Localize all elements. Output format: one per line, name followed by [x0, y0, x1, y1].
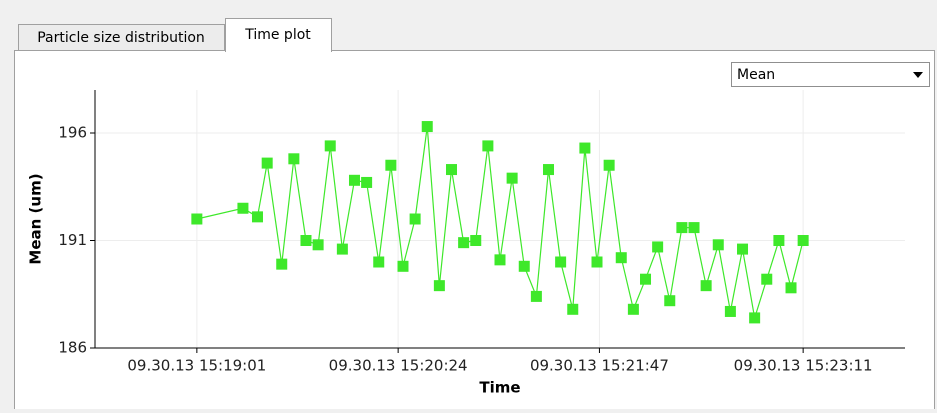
- data-point: [700, 280, 712, 292]
- plot: 186 191 196 09.30.13 15:19:01 09.30.13 15:20…: [27, 90, 905, 397]
- data-point: [603, 159, 615, 171]
- data-point: [773, 235, 785, 246]
- data-point: [676, 222, 688, 234]
- data-point: [445, 164, 457, 176]
- data-point: [237, 202, 249, 214]
- x-axis-label: Time: [479, 379, 520, 397]
- data-point: [640, 273, 652, 285]
- data-point: [385, 159, 397, 171]
- data-point: [261, 157, 273, 169]
- y-axis-label: Mean (um): [27, 173, 45, 264]
- dropdown[interactable]: [731, 62, 930, 87]
- data-point: [433, 280, 445, 292]
- x-tick-label: 09.30.13 15:20:24: [329, 357, 468, 375]
- data-line: [196, 126, 804, 319]
- dropdown-value[interactable]: Mean: [737, 67, 775, 83]
- data-point: [652, 241, 664, 253]
- data-point: [324, 140, 336, 152]
- data-point: [724, 305, 736, 317]
- data-point: [373, 256, 385, 268]
- data-point: [530, 290, 542, 302]
- data-point: [276, 258, 288, 270]
- tab[interactable]: [18, 24, 225, 51]
- data-point: [664, 295, 676, 307]
- data-point: [191, 213, 203, 225]
- y-tick-label: 186: [58, 339, 87, 357]
- data-point: [615, 252, 627, 264]
- x-tick-label: 09.30.13 15:19:01: [127, 357, 266, 375]
- y-tick-label: 196: [58, 124, 87, 142]
- data-point: [785, 282, 797, 294]
- data-point: [518, 260, 530, 272]
- data-point: [555, 256, 567, 268]
- tab-label[interactable]: Particle size distribution: [37, 30, 205, 46]
- data-point: [506, 172, 518, 184]
- data-point: [312, 239, 324, 251]
- data-point: [458, 237, 470, 249]
- data-point: [737, 243, 749, 255]
- data-point: [567, 303, 579, 315]
- data-point: [797, 235, 809, 246]
- data-point: [336, 243, 348, 255]
- tab-panel: [14, 50, 935, 411]
- data-point: [749, 312, 761, 324]
- data-point: [470, 235, 482, 246]
- data-point: [688, 222, 700, 234]
- data-point: [421, 121, 433, 133]
- data-point: [712, 239, 724, 251]
- dropdown-arrow[interactable]: [913, 72, 923, 78]
- data-point: [627, 303, 639, 315]
- tab-active[interactable]: [225, 18, 332, 52]
- x-tick-label: 09.30.13 15:21:47: [530, 357, 669, 375]
- data-point: [251, 211, 263, 223]
- data-point: [591, 256, 603, 268]
- data-point: [361, 176, 373, 188]
- x-tick-label: 09.30.13 15:23:11: [734, 357, 873, 375]
- y-tick-label: 191: [58, 231, 87, 249]
- data-point: [579, 142, 591, 154]
- data-point: [761, 273, 773, 285]
- data-point: [494, 254, 506, 266]
- data-point: [397, 260, 409, 272]
- data-point: [482, 140, 494, 152]
- data-point: [409, 213, 421, 225]
- data-point: [543, 164, 555, 176]
- tab-label[interactable]: Time plot: [244, 27, 311, 43]
- data-point: [348, 174, 360, 186]
- data-point: [288, 153, 300, 165]
- data-point: [300, 235, 312, 246]
